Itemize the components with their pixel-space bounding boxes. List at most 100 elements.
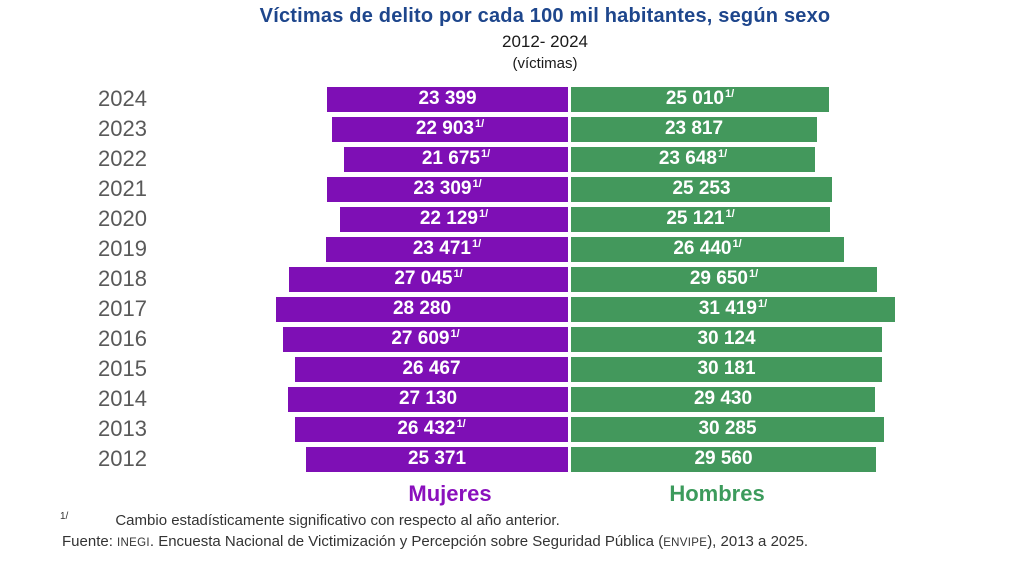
bar-value: 31 4191/	[698, 297, 768, 319]
bar-mujeres: 23 3091/	[327, 176, 568, 202]
bar-mujeres: 23 399	[327, 86, 568, 112]
bar-value: 22 9031/	[415, 117, 485, 139]
bar-value: 21 6751/	[421, 147, 491, 169]
significance-marker: 1/	[471, 237, 482, 250]
mujeres-zone: 21 6751/	[147, 146, 568, 172]
bar-value: 23 3091/	[413, 177, 482, 199]
source-prefix: Fuente:	[62, 533, 118, 550]
bar-value: 25 0101/	[665, 87, 735, 109]
bar-mujeres: 25 371	[306, 446, 568, 472]
chart-row: 2018 27 0451/29 6501/	[0, 264, 1024, 294]
year-label: 2018	[98, 266, 147, 291]
significance-marker: 1/	[757, 297, 768, 310]
bar-value: 30 124	[697, 328, 756, 349]
chart-row: 2015 26 467 30 181	[0, 354, 1024, 384]
bar-hombres: 25 253	[571, 176, 832, 202]
chart-row: 2013 26 4321/30 285	[0, 414, 1024, 444]
mujeres-zone: 26 4321/	[147, 416, 568, 442]
bar-mujeres: 26 4321/	[295, 416, 568, 442]
significance-marker: 1/	[456, 417, 466, 430]
source-inegi: INEGI	[117, 537, 150, 549]
bar-mujeres: 27 130	[288, 386, 568, 412]
chart-row: 2023 22 9031/23 817	[0, 114, 1024, 144]
bar-value: 27 0451/	[394, 267, 463, 289]
significance-marker: 1/	[474, 117, 485, 130]
significance-marker: 1/	[732, 237, 742, 250]
chart-row: 2020 22 1291/25 1211/	[0, 204, 1024, 234]
bar-hombres: 25 0101/	[571, 86, 829, 112]
mujeres-zone: 23 4711/	[147, 236, 568, 262]
significance-marker: 1/	[480, 147, 491, 160]
bar-mujeres: 22 1291/	[340, 206, 568, 232]
chart-row: 2021 23 3091/25 253	[0, 174, 1024, 204]
bar-value: 26 4321/	[397, 417, 466, 439]
chart-rows: 2024 23 399 25 0101/2023 22 9031/23 817 2022…	[0, 84, 1024, 474]
chart-row: 2024 23 399 25 0101/	[0, 84, 1024, 114]
significance-marker: 1/	[450, 327, 460, 340]
bar-mujeres: 27 0451/	[289, 266, 568, 292]
bar-value: 26 4401/	[673, 237, 742, 259]
year-label: 2017	[98, 296, 147, 321]
bar-mujeres: 23 4711/	[326, 236, 568, 262]
year-label: 2023	[98, 116, 147, 141]
bar-value: 29 430	[693, 388, 753, 409]
bar-value: 22 1291/	[419, 207, 489, 229]
source-middle: . Encuesta Nacional de Victimización y P…	[149, 533, 664, 550]
bar-mujeres: 22 9031/	[332, 116, 568, 142]
bar-value: 30 285	[698, 418, 757, 439]
hombres-zone: 29 6501/	[571, 266, 1021, 292]
chart-row: 2012 25 371 29 560	[0, 444, 1024, 474]
chart-row: 2022 21 6751/23 6481/	[0, 144, 1024, 174]
bar-value: 28 280	[392, 298, 452, 319]
year-label: 2013	[98, 416, 147, 441]
significance-marker: 1/	[724, 87, 735, 100]
bar-hombres: 31 4191/	[571, 296, 895, 322]
bar-value: 26 467	[402, 358, 461, 379]
year-label: 2014	[98, 386, 147, 411]
bar-value: 30 181	[697, 358, 756, 379]
mujeres-zone: 23 399	[147, 86, 568, 112]
bar-value: 25 371	[407, 448, 467, 469]
hombres-zone: 26 4401/	[571, 236, 1021, 262]
source-envipe: ENVIPE	[663, 537, 708, 549]
chart-row: 2019 23 4711/26 4401/	[0, 234, 1024, 264]
chart-title: Víctimas de delito por cada 100 mil habi…	[259, 5, 831, 27]
bar-hombres: 23 6481/	[571, 146, 815, 172]
bar-hombres: 29 560	[571, 446, 876, 472]
year-label: 2016	[98, 326, 147, 351]
significance-marker: 1/	[472, 177, 482, 190]
bar-value: 25 1211/	[666, 207, 735, 229]
mujeres-zone: 22 1291/	[147, 206, 568, 232]
bar-value: 29 6501/	[689, 267, 759, 289]
year-label: 2024	[98, 86, 147, 111]
bar-mujeres: 26 467	[295, 356, 568, 382]
footnote-marker: 1/	[60, 511, 69, 522]
bar-hombres: 30 124	[571, 326, 882, 352]
significance-marker: 1/	[478, 207, 489, 220]
bar-value: 23 4711/	[412, 237, 482, 259]
hombres-zone: 25 0101/	[571, 86, 1021, 112]
footnote: 1/Cambio estadísticamente significativo …	[60, 511, 560, 529]
mujeres-zone: 27 130	[147, 386, 568, 412]
chart-unit: (víctimas)	[512, 55, 578, 72]
bar-mujeres: 28 280	[276, 296, 568, 322]
hombres-zone: 23 6481/	[571, 146, 1021, 172]
bar-hombres: 26 4401/	[571, 236, 844, 262]
year-label: 2019	[98, 236, 147, 261]
year-label: 2012	[98, 446, 147, 471]
bar-mujeres: 21 6751/	[344, 146, 568, 172]
year-label: 2021	[98, 176, 147, 201]
bar-hombres: 30 181	[571, 356, 882, 382]
bar-hombres: 30 285	[571, 416, 884, 442]
bar-hombres: 29 430	[571, 386, 875, 412]
hombres-zone: 29 430	[571, 386, 1021, 412]
bar-value: 27 6091/	[391, 327, 460, 349]
significance-marker: 1/	[453, 267, 463, 280]
bar-mujeres: 27 6091/	[283, 326, 568, 352]
source-line: Fuente: INEGI. Encuesta Nacional de Vict…	[62, 533, 808, 550]
mujeres-zone: 22 9031/	[147, 116, 568, 142]
bar-value: 27 130	[398, 388, 458, 409]
chart-row: 2014 27 130 29 430	[0, 384, 1024, 414]
mujeres-zone: 25 371	[147, 446, 568, 472]
